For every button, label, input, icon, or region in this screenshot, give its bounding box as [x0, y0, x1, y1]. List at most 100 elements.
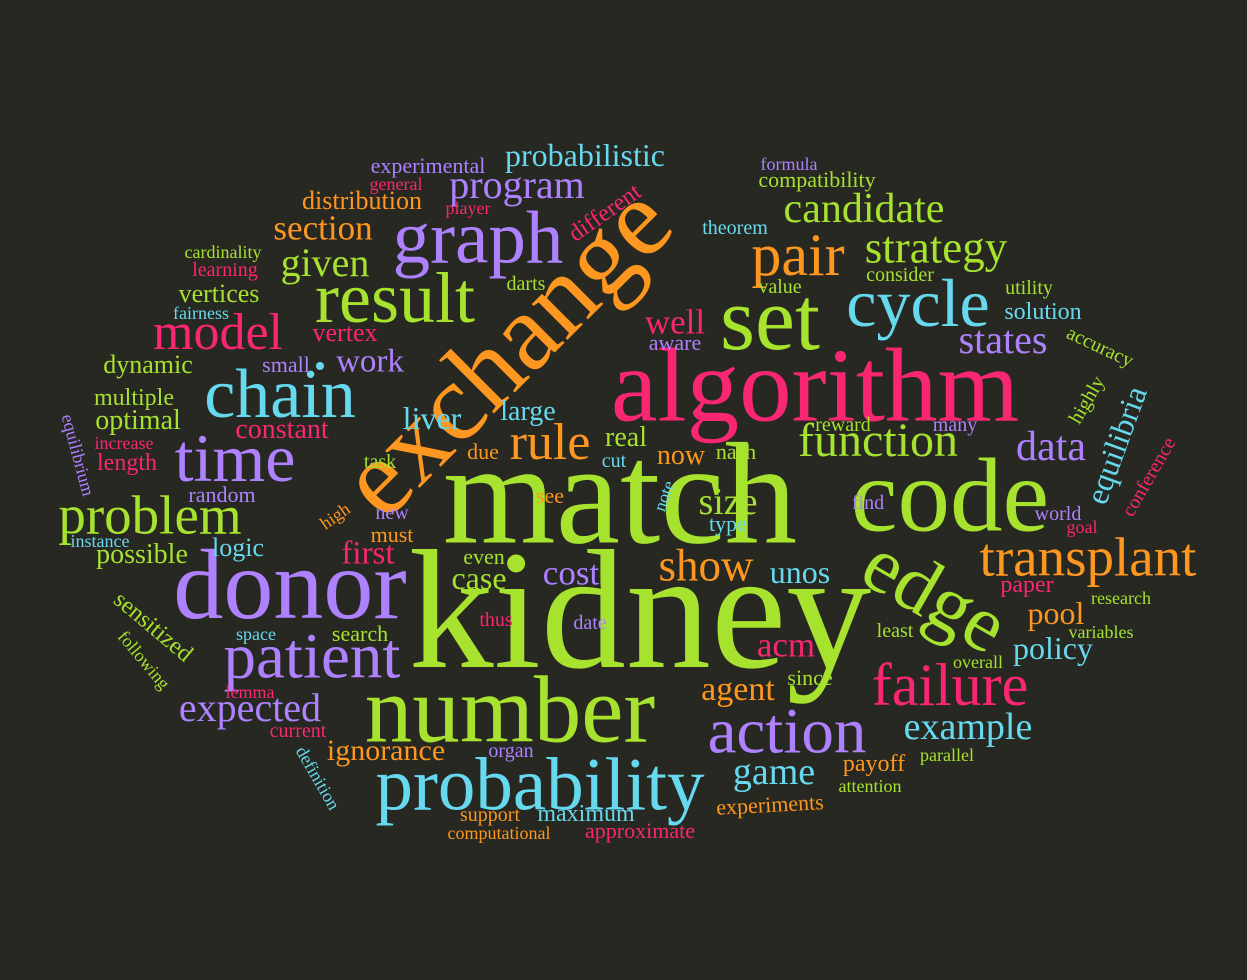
word-player: player	[445, 198, 491, 218]
word-well: well	[644, 302, 706, 342]
word-must: must	[370, 522, 414, 547]
word-example: example	[903, 706, 1033, 748]
word-transplant: transplant	[979, 526, 1197, 588]
word-number: number	[364, 656, 656, 763]
word-approximate: approximate	[585, 818, 695, 843]
word-states: states	[958, 317, 1048, 362]
word-data: data	[1016, 424, 1086, 470]
word-cardinality: cardinality	[184, 242, 262, 262]
word-value: value	[758, 276, 802, 298]
word-many: many	[932, 414, 978, 436]
word-utility: utility	[1005, 277, 1053, 299]
word-aware: aware	[648, 330, 702, 355]
word-multiple: multiple	[94, 385, 174, 411]
word-maximum: maximum	[537, 801, 635, 827]
word-game: game	[732, 751, 816, 793]
word-experiments: experiments	[715, 789, 825, 820]
word-constant: constant	[235, 414, 329, 445]
word-action: action	[707, 695, 867, 768]
word-learning: learning	[192, 259, 258, 281]
word-fairness: fairness	[173, 303, 229, 323]
word-vertex: vertex	[312, 318, 378, 347]
word-first: first	[341, 535, 395, 572]
word-parallel: parallel	[920, 745, 974, 765]
word-thus: thus	[479, 609, 513, 631]
word-graph: graph	[392, 196, 564, 280]
word-darts: darts	[506, 273, 546, 295]
word-increase: increase	[94, 433, 154, 453]
word-length: length	[97, 450, 157, 476]
word-kidney: kidney	[408, 516, 872, 704]
word-cost: cost	[542, 553, 600, 593]
word-pool: pool	[1027, 595, 1085, 631]
word-space: space	[236, 624, 276, 644]
word-instance: instance	[70, 531, 130, 551]
word-type: type	[709, 511, 747, 536]
word-general: general	[369, 174, 423, 194]
word-problem: problem	[58, 484, 242, 546]
word-liver: liver	[402, 400, 462, 436]
word-highly: highly	[1064, 372, 1110, 428]
word-large: large	[500, 396, 556, 427]
word-cycle: cycle	[846, 265, 990, 341]
dot-marker	[316, 362, 324, 370]
word-set: set	[720, 270, 820, 369]
word-size: size	[698, 481, 758, 523]
word-model: model	[153, 304, 283, 361]
word-solution: solution	[1004, 299, 1082, 325]
word-probabilistic: probabilistic	[505, 137, 665, 173]
word-algorithm: algorithm	[610, 326, 1020, 444]
word-small: small	[262, 352, 310, 377]
word-case: case	[451, 560, 507, 596]
word-agent: agent	[701, 671, 775, 708]
word-overall: overall	[953, 652, 1003, 672]
word-code: code	[850, 436, 1050, 554]
word-accuracy: accuracy	[1063, 322, 1137, 372]
word-attention: attention	[838, 776, 902, 796]
word-chain: chain	[204, 356, 356, 433]
word-support: support	[460, 804, 520, 826]
word-least: least	[876, 620, 914, 642]
word-experimental: experimental	[370, 153, 486, 178]
word-nash: nash	[715, 439, 757, 464]
word-high: high	[316, 498, 354, 534]
word-optimal: optimal	[95, 405, 181, 436]
word-show: show	[658, 540, 754, 591]
word-pair: pair	[751, 222, 845, 288]
word-now: now	[656, 440, 706, 471]
word-policy: policy	[1013, 630, 1093, 666]
word-compatibility: compatibility	[758, 167, 876, 192]
word-world: world	[1034, 503, 1082, 525]
word-goal: goal	[1066, 517, 1098, 537]
word-patient: patient	[223, 620, 401, 693]
word-vertices: vertices	[178, 279, 260, 308]
word-consider: consider	[866, 264, 934, 286]
word-computational: computational	[447, 823, 551, 843]
word-variables: variables	[1068, 622, 1134, 642]
word-strategy: strategy	[864, 222, 1008, 273]
word-possible: possible	[96, 539, 188, 570]
word-acm: acm	[756, 625, 816, 665]
word-see: see	[535, 483, 565, 508]
word-theorem: theorem	[702, 217, 768, 239]
word-research: research	[1091, 588, 1151, 608]
word-organ: organ	[488, 740, 534, 762]
word-new: new	[375, 502, 409, 524]
word-donor: donor	[173, 529, 407, 640]
word-payoff: payoff	[842, 751, 906, 777]
word-date: date	[573, 612, 607, 634]
word-task: task	[363, 451, 397, 473]
word-due: due	[467, 439, 499, 464]
word-unos: unos	[769, 554, 831, 590]
word-dynamic: dynamic	[103, 350, 193, 379]
word-since: since	[787, 665, 833, 690]
word-paper: paper	[1000, 572, 1054, 598]
word-random: random	[188, 482, 256, 507]
word-program: program	[449, 162, 585, 207]
word-current: current	[269, 720, 327, 742]
word-match: match	[442, 414, 798, 575]
word-rule: rule	[509, 414, 591, 471]
word-find: find	[851, 492, 885, 514]
word-formula: formula	[760, 154, 818, 174]
word-failure: failure	[871, 652, 1029, 718]
